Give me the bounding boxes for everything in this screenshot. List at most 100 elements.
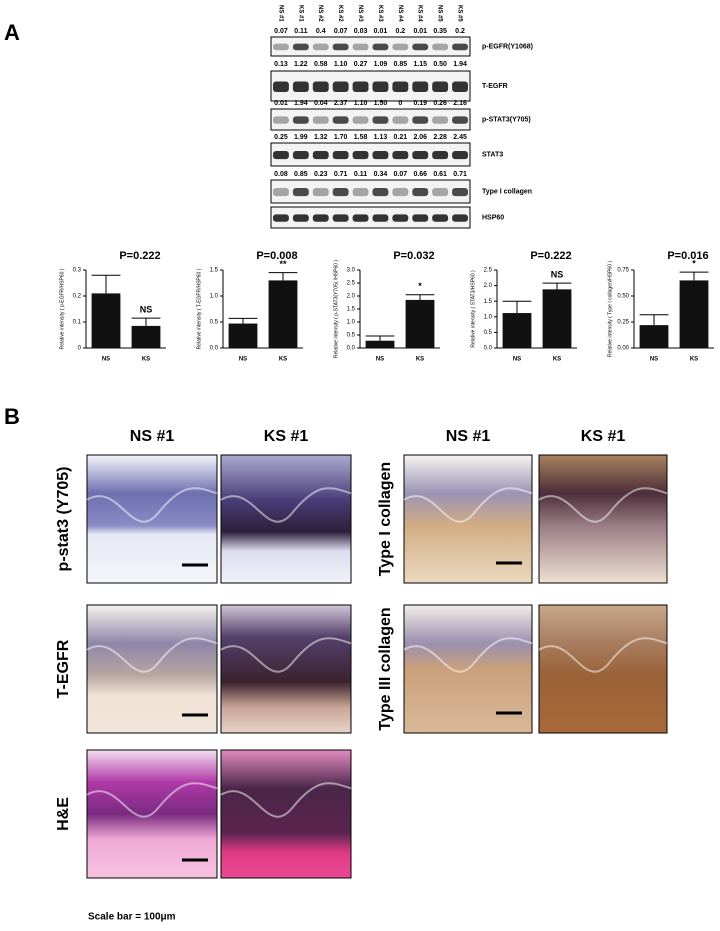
lane-label: KS #2 bbox=[337, 5, 343, 22]
y-tick-label: 1.5 bbox=[484, 299, 493, 305]
tissue-edge bbox=[86, 782, 218, 818]
blot-band bbox=[392, 188, 409, 197]
y-tick-label: 2.0 bbox=[484, 283, 493, 289]
x-tick-label: KS bbox=[279, 357, 287, 363]
blot-band bbox=[312, 81, 329, 92]
y-axis-label: Relative intensity ( p-STAT3(Y705) /HSP6… bbox=[333, 260, 339, 359]
quant-value: 0.27 bbox=[354, 61, 368, 68]
bar bbox=[542, 289, 572, 348]
quant-value: 0.07 bbox=[274, 28, 288, 35]
blot-band bbox=[372, 116, 389, 124]
blot-band bbox=[312, 214, 329, 222]
blot-band bbox=[273, 214, 289, 222]
y-tick-label: 1.0 bbox=[210, 294, 219, 300]
blot-band bbox=[332, 188, 349, 197]
x-tick-label: KS bbox=[553, 357, 561, 363]
row-label: H&E bbox=[55, 797, 72, 831]
blot-band bbox=[432, 81, 449, 92]
quant-value: 2.28 bbox=[433, 134, 447, 141]
blot-band bbox=[412, 151, 429, 160]
x-tick-label: NS bbox=[376, 357, 384, 363]
bar bbox=[268, 280, 298, 348]
blot-band bbox=[392, 81, 409, 92]
blot-band bbox=[312, 43, 329, 51]
lane-label: KS #4 bbox=[417, 5, 423, 22]
quant-value: 0.07 bbox=[394, 171, 408, 178]
quant-value: 0.08 bbox=[274, 171, 288, 178]
blot-band bbox=[273, 81, 289, 92]
lane-label: NS #2 bbox=[317, 5, 323, 22]
quant-value: 0 bbox=[398, 100, 402, 107]
row-label: Type I collagen bbox=[377, 462, 394, 576]
quant-value: 2.16 bbox=[453, 100, 467, 107]
lane-label: NS #5 bbox=[437, 5, 443, 22]
bar bbox=[639, 325, 669, 348]
quant-value: 1.13 bbox=[374, 134, 388, 141]
tissue-edge bbox=[403, 487, 533, 523]
blot-band bbox=[352, 43, 369, 51]
tissue-edge bbox=[86, 637, 218, 673]
annotation: * bbox=[692, 258, 696, 268]
lane-label: NS #3 bbox=[357, 5, 363, 22]
blot-band bbox=[432, 188, 449, 197]
blot-band bbox=[332, 151, 349, 160]
blot-band bbox=[392, 43, 409, 51]
y-tick-label: 0.2 bbox=[73, 294, 82, 300]
lane-label: KS #3 bbox=[377, 5, 383, 22]
y-tick-label: 2.5 bbox=[484, 268, 493, 274]
column-header: KS #1 bbox=[264, 428, 309, 445]
row-label: p-stat3 (Y705) bbox=[55, 467, 72, 572]
quant-value: 0.61 bbox=[433, 171, 447, 178]
x-tick-label: KS bbox=[690, 357, 698, 363]
y-tick-label: 1.0 bbox=[347, 320, 356, 326]
blot-band bbox=[432, 116, 449, 124]
blot-band bbox=[372, 214, 389, 222]
panel-label: A bbox=[4, 20, 20, 45]
quant-value: 1.99 bbox=[294, 134, 308, 141]
quant-value: 2.06 bbox=[413, 134, 427, 141]
blot-band bbox=[332, 214, 349, 222]
quant-value: 0.01 bbox=[374, 28, 388, 35]
quant-value: 2.37 bbox=[334, 100, 348, 107]
y-tick-label: 0.3 bbox=[73, 268, 82, 274]
blot-band bbox=[312, 116, 329, 124]
chart-title: P=0.222 bbox=[119, 250, 160, 262]
quant-value: 1.22 bbox=[294, 61, 308, 68]
y-tick-label: 0.1 bbox=[73, 320, 82, 326]
blot-band bbox=[452, 214, 468, 222]
tissue-edge bbox=[220, 487, 352, 523]
blot-band bbox=[332, 43, 349, 51]
blot-band bbox=[273, 116, 289, 124]
blot-band bbox=[273, 151, 289, 160]
quant-value: 0.71 bbox=[334, 171, 348, 178]
y-tick-label: 0.5 bbox=[484, 330, 493, 336]
blot-label: p-STAT3(Y705) bbox=[482, 116, 531, 123]
lane-label: NS #4 bbox=[397, 5, 403, 22]
y-tick-label: 0.0 bbox=[484, 346, 493, 352]
blot bbox=[270, 179, 471, 204]
quant-value: 1.15 bbox=[413, 61, 427, 68]
quant-value: 1.94 bbox=[453, 61, 467, 68]
annotation: NS bbox=[551, 269, 564, 279]
blot-band bbox=[452, 116, 468, 124]
quant-value: 0.01 bbox=[274, 100, 288, 107]
blot-band bbox=[372, 151, 389, 160]
quant-value: 0.4 bbox=[316, 28, 326, 35]
blot-band bbox=[432, 43, 449, 51]
blot-label: p-EGFR(Y1068) bbox=[482, 43, 533, 50]
blot-band bbox=[273, 188, 289, 197]
blot-band bbox=[292, 81, 309, 92]
blot-band bbox=[392, 214, 409, 222]
blot-band bbox=[452, 188, 468, 197]
x-tick-label: NS bbox=[239, 357, 247, 363]
quant-value: 1.10 bbox=[354, 100, 368, 107]
tissue-edge bbox=[220, 637, 352, 673]
quant-value: 1.10 bbox=[334, 61, 348, 68]
chart-title: P=0.222 bbox=[530, 250, 571, 262]
quant-value: 0.85 bbox=[294, 171, 308, 178]
annotation: ** bbox=[279, 259, 287, 269]
bar bbox=[131, 325, 161, 348]
quant-value: 0.35 bbox=[433, 28, 447, 35]
quant-value: 1.09 bbox=[374, 61, 388, 68]
